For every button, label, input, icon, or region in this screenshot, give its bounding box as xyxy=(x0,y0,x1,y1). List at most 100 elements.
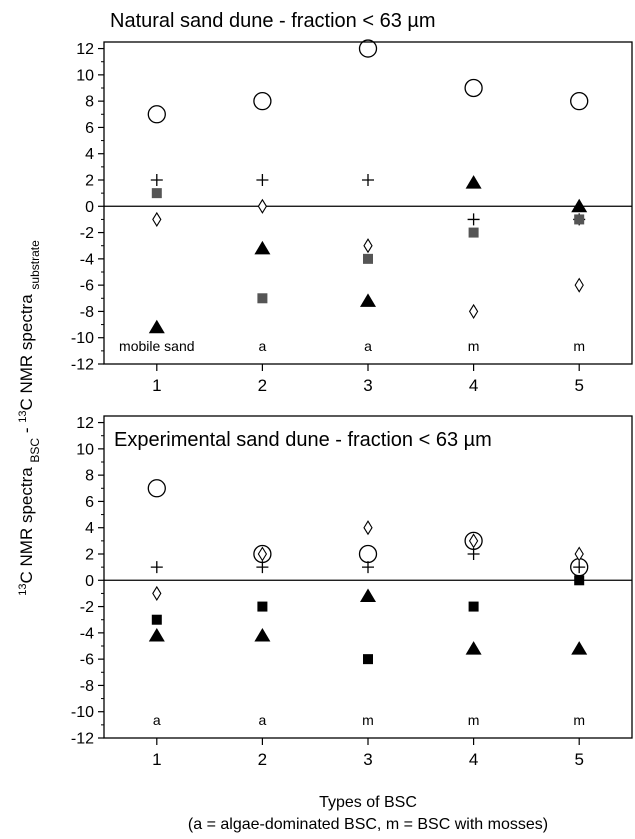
bsc-type-label: m xyxy=(573,712,585,728)
y-tick-label: 2 xyxy=(85,547,94,564)
y-tick-label: 10 xyxy=(76,441,94,458)
open-diamond-point xyxy=(257,198,268,214)
plus-point xyxy=(573,561,586,574)
bsc-type-label: m xyxy=(468,712,480,728)
open-diamond-point xyxy=(363,238,373,254)
plus-point xyxy=(150,174,163,186)
y-tick-label: 12 xyxy=(76,415,94,432)
panel-natural: Natural sand dune - fraction < 63 µm -12… xyxy=(71,10,633,395)
bsc-type-label: m xyxy=(573,338,585,354)
x-tick-label: 2 xyxy=(258,750,267,769)
open-circle-point xyxy=(464,78,483,98)
x-tick-label: 4 xyxy=(469,750,478,769)
filled-triangle-point xyxy=(571,641,588,655)
open-diamond-point xyxy=(574,277,584,293)
y-axis-natural: -12 -10 -8 -6 -4 -2 0 2 4 6 8 10 12 xyxy=(71,41,104,374)
filled-square-point xyxy=(363,253,373,264)
open-diamond-point xyxy=(468,533,479,549)
x-tick-label: 1 xyxy=(152,750,161,769)
x-axis-experimental: 1 2 3 4 5 xyxy=(152,738,584,769)
x-axis-natural: 1 2 3 4 5 xyxy=(152,364,584,395)
x-tick-label: 5 xyxy=(574,376,583,395)
filled-square-point xyxy=(468,601,479,612)
plus-point xyxy=(256,561,269,574)
filled-triangle-point xyxy=(571,198,588,213)
y-tick-label: 12 xyxy=(76,41,94,58)
filled-square-point xyxy=(151,188,162,199)
plus-point xyxy=(362,174,374,186)
y-tick-label: 6 xyxy=(85,120,94,137)
y-tick-label: 4 xyxy=(85,146,94,163)
filled-triangle-point xyxy=(148,627,165,642)
open-circle-point xyxy=(358,544,378,564)
bsc-type-label: a xyxy=(153,712,161,728)
open-circle-point xyxy=(570,91,589,111)
plus-point xyxy=(467,213,480,226)
y-axis-experimental: -12 -10 -8 -6 -4 -2 0 2 4 6 8 10 12 xyxy=(71,415,104,748)
open-circle-point xyxy=(147,105,166,124)
y-tick-label: -4 xyxy=(80,625,94,642)
y-tick-label: 4 xyxy=(85,520,94,537)
y-tick-label: -2 xyxy=(80,225,94,242)
open-circle-point xyxy=(253,91,272,111)
y-tick-label: -12 xyxy=(71,731,94,748)
y-tick-label: -10 xyxy=(71,704,94,721)
filled-triangle-point xyxy=(148,319,165,334)
y-tick-label: 6 xyxy=(85,494,94,511)
y-tick-label: 8 xyxy=(85,468,94,485)
plus-point xyxy=(467,548,480,560)
marks-natural: mobile sand a a m m xyxy=(104,39,632,354)
x-tick-label: 2 xyxy=(258,376,267,395)
open-diamond-point xyxy=(574,546,584,562)
bsc-type-label: m xyxy=(468,338,480,354)
plot-frame-natural xyxy=(103,41,633,365)
y-tick-label: -8 xyxy=(80,304,94,321)
y-tick-label: 10 xyxy=(76,67,94,84)
y-tick-label: -10 xyxy=(71,330,94,347)
bsc-type-label: a xyxy=(259,712,267,728)
filled-square-point xyxy=(468,227,479,238)
filled-triangle-point xyxy=(465,641,482,655)
bsc-type-label: m xyxy=(362,712,374,728)
bsc-type-label: a xyxy=(364,338,372,354)
filled-square-point xyxy=(257,293,268,304)
y-axis-label: 13C NMR spectra BSC - 13C NMR spectra su… xyxy=(17,240,42,596)
y-tick-label: -6 xyxy=(80,278,94,295)
plot-frame-experimental xyxy=(103,415,633,739)
plus-point xyxy=(362,561,374,574)
y-tick-label: -2 xyxy=(80,599,94,616)
y-tick-label: 0 xyxy=(85,199,94,216)
plus-point xyxy=(256,174,269,186)
x-tick-label: 5 xyxy=(574,750,583,769)
y-tick-label: 8 xyxy=(85,94,94,111)
open-circle-point xyxy=(147,479,166,498)
open-circle-point xyxy=(358,39,378,58)
y-tick-label: -6 xyxy=(80,652,94,669)
filled-square-point xyxy=(574,214,585,225)
filled-square-point xyxy=(151,614,162,625)
bsc-type-label: mobile sand xyxy=(119,338,195,354)
filled-square-point xyxy=(363,654,373,665)
filled-triangle-point xyxy=(360,588,376,603)
x-axis-note: (a = algae-dominated BSC, m = BSC with m… xyxy=(188,816,548,833)
y-tick-label: 0 xyxy=(85,573,94,590)
x-axis-label: Types of BSC xyxy=(319,794,417,811)
open-diamond-point xyxy=(257,546,268,562)
open-diamond-point xyxy=(363,520,373,536)
y-tick-label: 2 xyxy=(85,173,94,190)
y-tick-label: -12 xyxy=(71,357,94,374)
filled-triangle-point xyxy=(360,293,376,307)
y-tick-label: -8 xyxy=(80,678,94,695)
filled-triangle-point xyxy=(254,627,271,642)
x-tick-label: 3 xyxy=(363,376,372,395)
filled-triangle-point xyxy=(465,175,482,189)
x-tick-label: 4 xyxy=(469,376,478,395)
panel-experimental: Experimental sand dune - fraction < 63 µ… xyxy=(71,415,633,769)
chart-title-experimental: Experimental sand dune - fraction < 63 µ… xyxy=(114,429,492,451)
filled-triangle-point xyxy=(254,240,271,255)
filled-square-point xyxy=(574,575,585,586)
bsc-type-label: a xyxy=(259,338,267,354)
y-tick-label: -4 xyxy=(80,251,94,268)
